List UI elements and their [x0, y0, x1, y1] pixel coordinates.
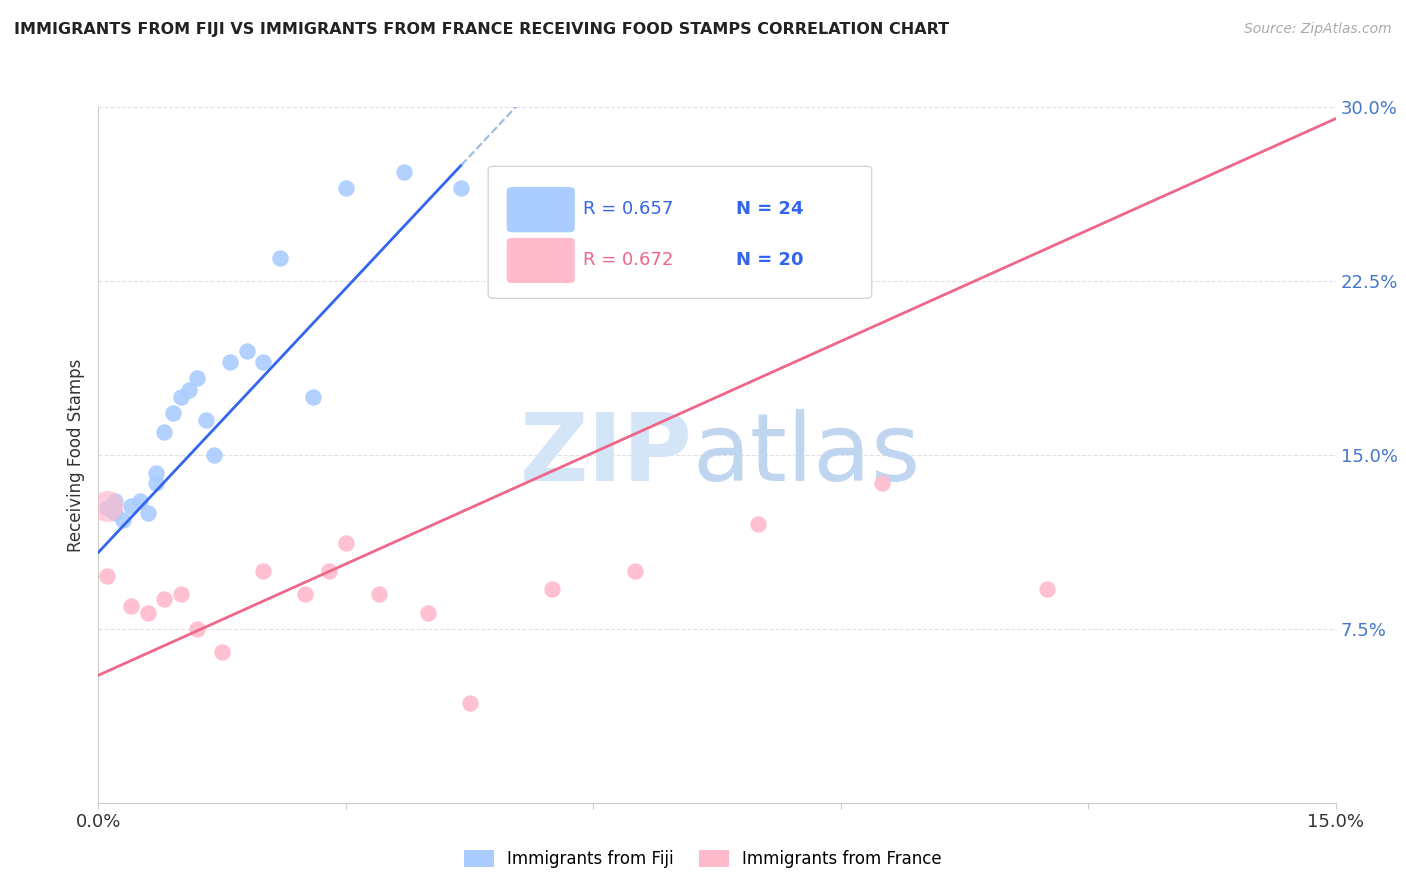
- Text: R = 0.657: R = 0.657: [583, 201, 673, 219]
- Y-axis label: Receiving Food Stamps: Receiving Food Stamps: [67, 359, 86, 551]
- Point: [186, 371, 208, 385]
- Point: [211, 645, 233, 659]
- Legend: Immigrants from Fiji, Immigrants from France: Immigrants from Fiji, Immigrants from Fr…: [457, 843, 949, 875]
- Point: [450, 181, 472, 195]
- Point: [153, 425, 176, 439]
- Text: ZIP: ZIP: [519, 409, 692, 501]
- FancyBboxPatch shape: [488, 166, 872, 298]
- Point: [219, 355, 242, 369]
- Point: [367, 587, 389, 601]
- Text: atlas: atlas: [692, 409, 921, 501]
- Point: [96, 568, 118, 582]
- Point: [128, 494, 150, 508]
- Point: [318, 564, 340, 578]
- Point: [458, 696, 481, 710]
- Point: [302, 390, 325, 404]
- Point: [120, 599, 142, 613]
- Point: [418, 606, 440, 620]
- Point: [747, 517, 769, 532]
- Point: [870, 475, 893, 490]
- Point: [335, 536, 357, 550]
- Point: [170, 587, 193, 601]
- Point: [145, 475, 167, 490]
- Point: [541, 582, 564, 597]
- Point: [136, 506, 159, 520]
- Point: [252, 564, 274, 578]
- Point: [120, 499, 142, 513]
- FancyBboxPatch shape: [506, 238, 575, 283]
- Point: [145, 467, 167, 481]
- Text: Source: ZipAtlas.com: Source: ZipAtlas.com: [1244, 22, 1392, 37]
- Point: [202, 448, 225, 462]
- Point: [136, 606, 159, 620]
- Text: N = 20: N = 20: [735, 252, 803, 269]
- Text: R = 0.672: R = 0.672: [583, 252, 673, 269]
- Point: [252, 355, 274, 369]
- Point: [96, 499, 118, 513]
- Point: [104, 506, 127, 520]
- Point: [269, 251, 291, 265]
- Text: N = 24: N = 24: [735, 201, 803, 219]
- Point: [1036, 582, 1059, 597]
- Point: [335, 181, 357, 195]
- Point: [170, 390, 193, 404]
- Point: [186, 622, 208, 636]
- Point: [96, 501, 118, 516]
- Text: IMMIGRANTS FROM FIJI VS IMMIGRANTS FROM FRANCE RECEIVING FOOD STAMPS CORRELATION: IMMIGRANTS FROM FIJI VS IMMIGRANTS FROM …: [14, 22, 949, 37]
- Point: [179, 383, 201, 397]
- Point: [112, 513, 135, 527]
- Point: [153, 591, 176, 606]
- Point: [236, 343, 259, 358]
- Point: [623, 564, 645, 578]
- Point: [194, 413, 217, 427]
- Point: [392, 165, 415, 179]
- Point: [294, 587, 316, 601]
- FancyBboxPatch shape: [506, 187, 575, 232]
- Point: [162, 406, 184, 420]
- Point: [582, 274, 605, 288]
- Point: [104, 494, 127, 508]
